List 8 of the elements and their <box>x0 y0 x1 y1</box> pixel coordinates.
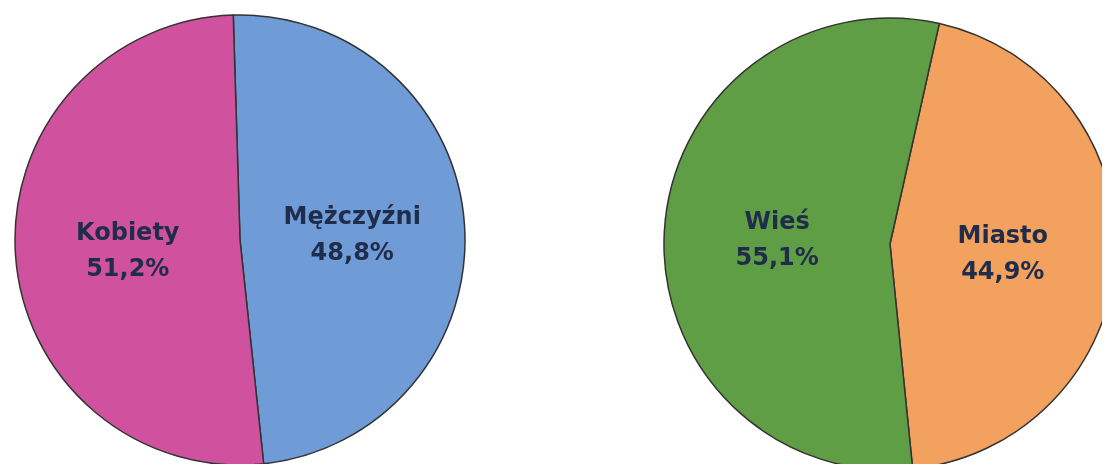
data-label: 48,8% <box>310 238 394 267</box>
data-label: 55,1% <box>735 243 819 272</box>
slice-label: Miasto <box>957 220 1049 249</box>
slice-label: Kobiety <box>76 217 180 246</box>
data-label: 44,9% <box>961 256 1045 285</box>
slice-label: Wieś <box>744 207 810 236</box>
data-label: 51,2% <box>86 253 170 282</box>
slice-label: Mężczyźni <box>283 202 421 231</box>
